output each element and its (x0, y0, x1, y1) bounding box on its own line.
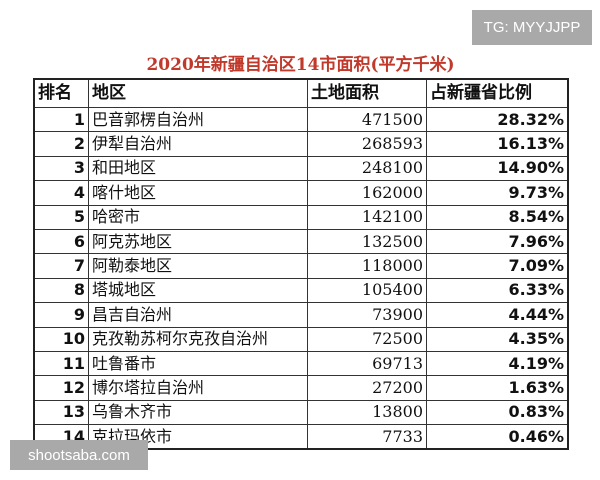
share-cell: 1.63% (426, 375, 569, 401)
table-row: 4 喀什地区 162000 9.73% (33, 180, 569, 206)
share-cell: 0.83% (426, 399, 569, 426)
region-cell: 阿勒泰地区 (88, 253, 308, 279)
rank-cell: 12 (33, 375, 89, 401)
table-title: 2020年新疆自治区14市面积(平方千米) (146, 55, 455, 75)
share-cell: 6.33% (426, 277, 569, 304)
area-cell: 27200 (307, 375, 427, 401)
area-cell: 132500 (307, 228, 427, 255)
region-cell: 和田地区 (88, 155, 308, 182)
region-cell: 塔城地区 (88, 277, 308, 304)
region-cell: 克拉玛依市 (88, 424, 308, 450)
share-cell: 28.32% (426, 106, 569, 133)
area-table: 排名 地区 土地面积 占新疆省比例 1 巴音郭楞自治州 471500 28.32% 2 伊… (33, 78, 569, 451)
area-cell: 72500 (307, 326, 427, 352)
rank-cell: 5 (33, 204, 89, 230)
table-row: 9 昌吉自治州 73900 4.44% (33, 302, 569, 328)
rank-cell: 2 (33, 131, 89, 157)
rank-cell: 10 (33, 326, 89, 352)
table-row: 3 和田地区 248100 14.90% (33, 155, 569, 182)
area-cell: 73900 (307, 302, 427, 328)
watermark-tg: TG: MYYJJPP (472, 10, 592, 45)
header-area: 土地面积 (307, 78, 427, 108)
region-cell: 巴音郭楞自治州 (88, 106, 308, 133)
region-cell: 哈密市 (88, 204, 308, 230)
rank-cell: 13 (33, 399, 89, 426)
share-cell: 7.09% (426, 253, 569, 279)
header-row: 排名 地区 土地面积 占新疆省比例 (33, 78, 569, 108)
region-cell: 克孜勒苏柯尔克孜自治州 (88, 326, 308, 352)
share-cell: 8.54% (426, 204, 569, 230)
region-cell: 乌鲁木齐市 (88, 399, 308, 426)
rank-cell: 3 (33, 155, 89, 182)
header-region: 地区 (88, 78, 308, 108)
area-cell: 69713 (307, 350, 427, 377)
area-cell: 118000 (307, 253, 427, 279)
rank-cell: 6 (33, 228, 89, 255)
region-cell: 吐鲁番市 (88, 350, 308, 377)
rank-cell: 8 (33, 277, 89, 304)
rank-cell: 7 (33, 253, 89, 279)
share-cell: 0.46% (426, 424, 569, 450)
table-row: 10 克孜勒苏柯尔克孜自治州 72500 4.35% (33, 326, 569, 352)
header-rank: 排名 (33, 78, 89, 108)
share-cell: 4.35% (426, 326, 569, 352)
region-cell: 阿克苏地区 (88, 228, 308, 255)
table-row: 13 乌鲁木齐市 13800 0.83% (33, 399, 569, 426)
share-cell: 9.73% (426, 180, 569, 206)
rank-cell: 11 (33, 350, 89, 377)
table-row: 14 克拉玛依市 7733 0.46% (33, 424, 569, 450)
table-row: 7 阿勒泰地区 118000 7.09% (33, 253, 569, 279)
area-cell: 162000 (307, 180, 427, 206)
share-cell: 7.96% (426, 228, 569, 255)
rank-cell: 1 (33, 106, 89, 133)
region-cell: 伊犁自治州 (88, 131, 308, 157)
area-cell: 105400 (307, 277, 427, 304)
table-row: 8 塔城地区 105400 6.33% (33, 277, 569, 304)
area-cell: 13800 (307, 399, 427, 426)
area-cell: 268593 (307, 131, 427, 157)
table-row: 1 巴音郭楞自治州 471500 28.32% (33, 106, 569, 133)
share-cell: 4.19% (426, 350, 569, 377)
table-row: 2 伊犁自治州 268593 16.13% (33, 131, 569, 157)
table-row: 12 博尔塔拉自治州 27200 1.63% (33, 375, 569, 401)
rank-cell: 4 (33, 180, 89, 206)
share-cell: 16.13% (426, 131, 569, 157)
share-cell: 4.44% (426, 302, 569, 328)
region-cell: 博尔塔拉自治州 (88, 375, 308, 401)
area-cell: 248100 (307, 155, 427, 182)
table-row: 5 哈密市 142100 8.54% (33, 204, 569, 230)
share-cell: 14.90% (426, 155, 569, 182)
table-row: 6 阿克苏地区 132500 7.96% (33, 228, 569, 255)
table-row: 11 吐鲁番市 69713 4.19% (33, 350, 569, 377)
rank-cell: 9 (33, 302, 89, 328)
area-cell: 471500 (307, 106, 427, 133)
region-cell: 喀什地区 (88, 180, 308, 206)
area-cell: 7733 (307, 424, 427, 450)
region-cell: 昌吉自治州 (88, 302, 308, 328)
header-share: 占新疆省比例 (426, 78, 569, 108)
area-cell: 142100 (307, 204, 427, 230)
watermark-site: shootsaba.com (10, 440, 148, 470)
